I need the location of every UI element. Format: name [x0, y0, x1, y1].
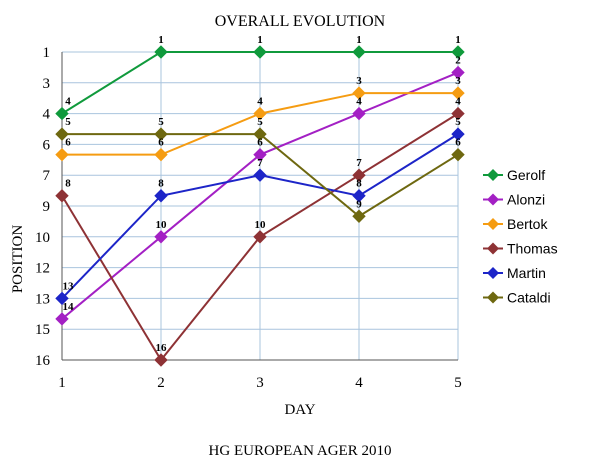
y-tick-label: 3 — [43, 76, 51, 92]
data-label-martin: 8 — [356, 178, 362, 190]
x-tick-label: 5 — [454, 375, 462, 391]
data-point-gerolf — [451, 45, 465, 59]
data-label-thomas: 8 — [65, 178, 71, 190]
data-label-bertok: 3 — [356, 75, 362, 87]
legend-label-thomas: Thomas — [507, 241, 558, 257]
data-label-martin: 8 — [158, 178, 164, 190]
data-label-cataldi: 6 — [455, 137, 461, 149]
data-point-gerolf — [352, 45, 366, 59]
data-point-martin — [253, 168, 267, 182]
data-point-bertok — [253, 106, 267, 121]
data-label-bertok: 6 — [158, 137, 164, 149]
data-label-gerolf: 1 — [356, 34, 362, 46]
y-tick-label: 9 — [43, 199, 51, 215]
data-label-gerolf: 1 — [257, 34, 263, 46]
y-tick-label: 16 — [35, 353, 51, 369]
data-label-cataldi: 9 — [356, 198, 362, 210]
data-point-cataldi — [352, 209, 366, 223]
data-point-martin — [154, 189, 168, 203]
data-label-alonzi: 4 — [356, 96, 362, 108]
data-label-bertok: 6 — [65, 137, 71, 149]
data-label-bertok: 4 — [257, 96, 263, 108]
data-label-alonzi: 2 — [455, 55, 461, 67]
y-tick-label: 1 — [43, 45, 51, 61]
y-tick-label: 6 — [43, 137, 51, 153]
data-point-alonzi — [154, 230, 168, 244]
data-label-thomas: 10 — [255, 219, 267, 231]
y-tick-label: 13 — [35, 291, 50, 307]
data-point-alonzi — [253, 147, 267, 162]
data-label-gerolf: 4 — [65, 96, 71, 108]
legend-label-alonzi: Alonzi — [507, 192, 545, 208]
chart-footer: HG EUROPEAN AGER 2010 — [209, 443, 392, 459]
legend-marker-thomas — [487, 242, 499, 255]
data-point-cataldi — [451, 147, 465, 162]
legend-marker-alonzi — [487, 193, 499, 206]
data-point-martin — [451, 127, 465, 141]
data-label-martin: 5 — [455, 116, 461, 128]
data-point-cataldi — [55, 127, 69, 141]
data-label-bertok: 3 — [455, 75, 461, 87]
chart-title: OVERALL EVOLUTION — [215, 13, 386, 30]
data-point-gerolf — [253, 45, 267, 59]
y-tick-label: 7 — [43, 168, 51, 184]
legend-marker-cataldi — [487, 291, 499, 304]
legend-label-martin: Martin — [507, 265, 546, 281]
legend-label-bertok: Bertok — [507, 216, 548, 232]
x-tick-label: 3 — [256, 375, 264, 391]
data-label-martin: 13 — [63, 280, 75, 292]
legend-marker-bertok — [487, 218, 499, 230]
data-label-cataldi: 5 — [257, 116, 263, 128]
x-axis-title: DAY — [284, 402, 315, 418]
x-tick-label: 1 — [58, 375, 66, 391]
data-point-alonzi — [55, 312, 69, 326]
legend-marker-gerolf — [487, 169, 499, 181]
data-point-cataldi — [154, 127, 168, 141]
y-tick-label: 12 — [35, 261, 50, 277]
data-point-bertok — [352, 86, 366, 100]
data-label-cataldi: 5 — [65, 116, 71, 128]
y-tick-label: 10 — [35, 230, 50, 246]
data-point-alonzi — [451, 65, 465, 80]
data-point-bertok — [154, 147, 168, 162]
data-label-gerolf: 1 — [455, 34, 461, 46]
y-axis-title: POSITION — [10, 225, 26, 294]
legend: Gerolf Alonzi Bertok Thomas Martin Cataldi — [483, 167, 558, 306]
data-label-thomas: 16 — [156, 342, 168, 354]
data-point-martin — [352, 189, 366, 203]
data-point-thomas — [154, 353, 168, 367]
legend-marker-martin — [487, 267, 499, 279]
data-point-cataldi — [253, 127, 267, 141]
data-label-alonzi: 6 — [257, 137, 263, 149]
data-label-alonzi: 10 — [156, 219, 168, 231]
y-tick-label: 15 — [35, 322, 50, 338]
data-point-thomas — [451, 106, 465, 121]
data-point-bertok — [55, 147, 69, 162]
legend-label-gerolf: Gerolf — [507, 167, 545, 183]
data-labels: 4 1 1 1 1 14 10 6 4 2 6 6 4 3 3 8 16 10 7 4 13 8 7 8 5 5 5 5 9 6 — [63, 34, 462, 354]
legend-label-cataldi: Cataldi — [507, 290, 551, 306]
data-label-martin: 7 — [257, 157, 263, 169]
data-point-thomas — [253, 230, 267, 244]
y-tick-label: 4 — [43, 107, 51, 123]
data-point-thomas — [352, 168, 366, 182]
x-tick-label: 4 — [355, 375, 363, 391]
data-point-martin — [55, 291, 69, 306]
data-point-thomas — [55, 189, 69, 203]
data-label-thomas: 7 — [356, 157, 362, 169]
data-label-thomas: 4 — [455, 96, 461, 108]
x-tick-label: 2 — [157, 375, 165, 391]
data-label-alonzi: 14 — [63, 301, 75, 313]
data-point-gerolf — [55, 106, 69, 121]
data-point-gerolf — [154, 45, 168, 59]
data-point-alonzi — [352, 106, 366, 121]
data-point-bertok — [451, 86, 465, 100]
data-label-gerolf: 1 — [158, 34, 164, 46]
data-label-cataldi: 5 — [158, 116, 164, 128]
series-layer — [55, 45, 465, 367]
